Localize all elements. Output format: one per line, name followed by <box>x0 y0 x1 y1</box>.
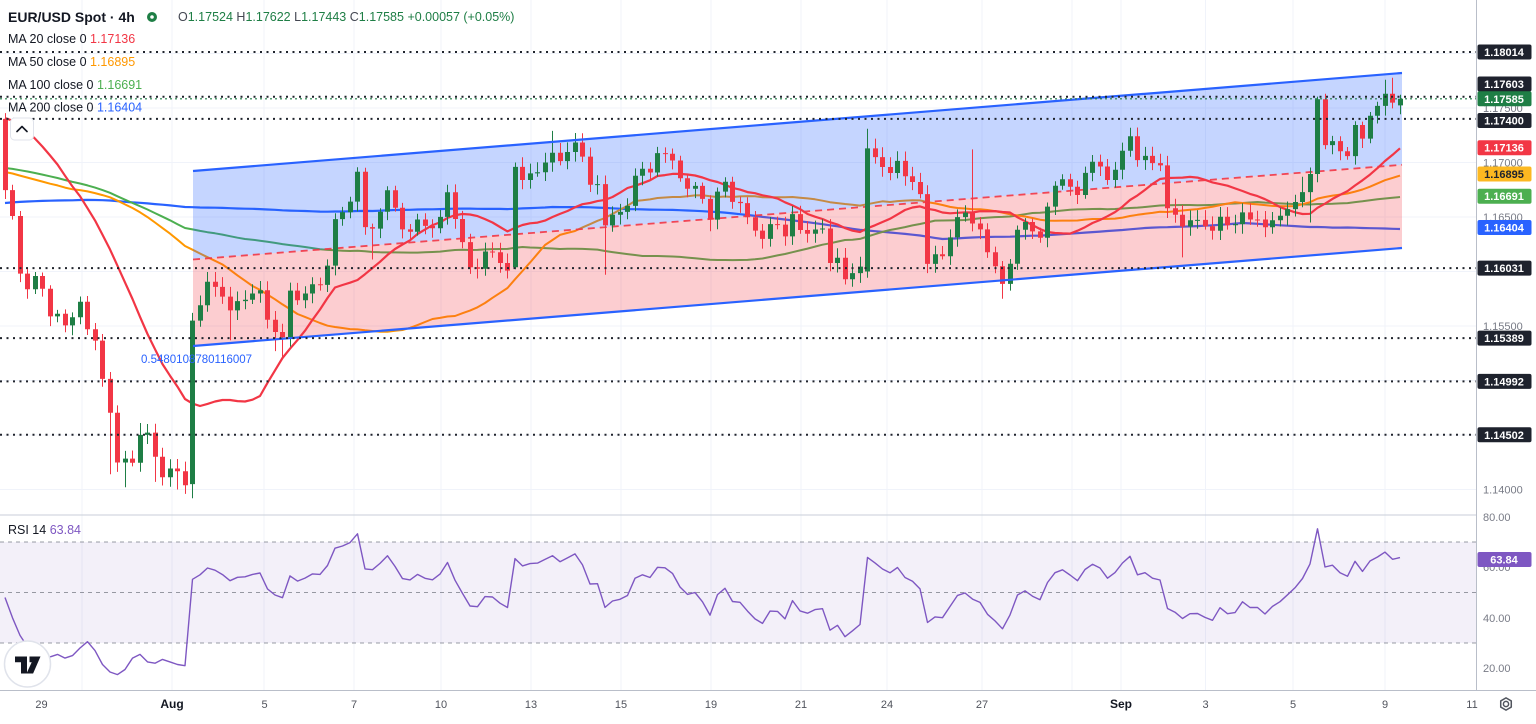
svg-text:EUR/USD Spot · 4h: EUR/USD Spot · 4h <box>8 9 135 25</box>
svg-text:Aug: Aug <box>160 697 183 711</box>
svg-text:1.18014: 1.18014 <box>1484 47 1525 59</box>
svg-text:1.16404: 1.16404 <box>1484 223 1525 235</box>
svg-text:MA 100 close 0 1.16691: MA 100 close 0 1.16691 <box>8 78 142 92</box>
svg-text:1.16895: 1.16895 <box>1484 169 1524 181</box>
svg-text:O1.17524 H1.17622 L1.17443 C1.: O1.17524 H1.17622 L1.17443 C1.17585 +0.0… <box>178 10 514 24</box>
svg-text:MA 20 close 0 1.17136: MA 20 close 0 1.17136 <box>8 32 135 46</box>
svg-text:15: 15 <box>615 699 627 711</box>
svg-text:5: 5 <box>261 699 267 711</box>
svg-text:1.15389: 1.15389 <box>1484 333 1524 345</box>
svg-text:5: 5 <box>1290 699 1296 711</box>
svg-text:20.00: 20.00 <box>1483 663 1511 675</box>
svg-text:1.17585: 1.17585 <box>1484 94 1524 106</box>
svg-text:10: 10 <box>435 699 447 711</box>
svg-text:80.00: 80.00 <box>1483 512 1511 524</box>
svg-text:3: 3 <box>1202 699 1208 711</box>
svg-text:21: 21 <box>795 699 807 711</box>
svg-text:0.5480108780116007: 0.5480108780116007 <box>141 354 252 366</box>
svg-text:1.16031: 1.16031 <box>1484 263 1524 275</box>
svg-text:1.14000: 1.14000 <box>1483 485 1523 497</box>
svg-text:1.17400: 1.17400 <box>1484 116 1524 128</box>
svg-text:11: 11 <box>1466 699 1477 711</box>
svg-text:1.14992: 1.14992 <box>1484 376 1524 388</box>
svg-text:RSI 14 63.84: RSI 14 63.84 <box>8 523 81 537</box>
svg-text:9: 9 <box>1382 699 1388 711</box>
svg-text:29: 29 <box>35 699 47 711</box>
svg-text:1.17136: 1.17136 <box>1484 143 1524 155</box>
svg-text:27: 27 <box>976 699 988 711</box>
svg-text:7: 7 <box>351 699 357 711</box>
svg-text:MA 200 close 0 1.16404: MA 200 close 0 1.16404 <box>8 101 142 115</box>
svg-text:63.84: 63.84 <box>1490 555 1518 567</box>
svg-text:MA 50 close 0 1.16895: MA 50 close 0 1.16895 <box>8 55 135 69</box>
svg-text:40.00: 40.00 <box>1483 613 1511 625</box>
svg-text:1.14502: 1.14502 <box>1484 430 1524 442</box>
svg-text:19: 19 <box>705 699 717 711</box>
svg-text:1.16691: 1.16691 <box>1484 191 1524 203</box>
svg-text:Sep: Sep <box>1110 697 1132 711</box>
svg-text:24: 24 <box>881 699 893 711</box>
svg-text:13: 13 <box>525 699 537 711</box>
svg-text:1.17603: 1.17603 <box>1484 79 1524 91</box>
